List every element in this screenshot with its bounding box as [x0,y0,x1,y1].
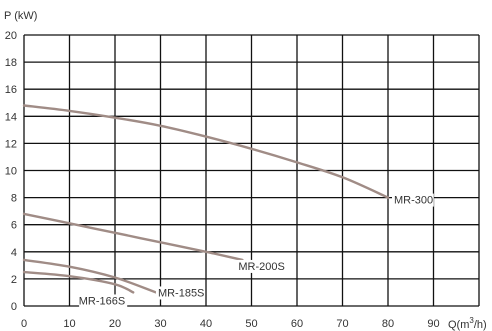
x-tick-label: 10 [63,318,75,330]
y-axis-label: P (kW) [4,10,37,22]
x-tick-label: 0 [21,318,27,330]
x-axis-label-main: Q(m [448,319,469,331]
x-tick-label: 30 [154,318,166,330]
y-tick-label: 18 [5,57,17,69]
chart-series-group [22,104,390,294]
x-axis-label-superscript: 3 [469,316,474,325]
series-label-background [236,259,285,273]
y-tick-label: 12 [5,138,17,150]
y-tick-label: 10 [5,166,17,178]
chart-tick-labels: 0 10 20 30 40 50 60 70 80 90 0 2 4 6 8 10 12 14 16 18 20 [5,30,440,330]
x-tick-label: 90 [427,318,439,330]
series-label-mr-300: MR-300 [394,195,433,207]
x-axis-label: Q(m3/h) [448,316,487,331]
x-tick-label: 70 [336,318,348,330]
y-tick-label: 14 [5,111,17,123]
y-tick-label: 0 [11,301,17,313]
y-tick-label: 2 [11,274,17,286]
y-tick-label: 4 [11,247,17,259]
series-line-mr-300 [22,104,390,199]
y-tick-label: 20 [5,30,17,42]
series-line-mr-185s [22,258,158,294]
x-axis-label-tail: /h) [474,319,487,331]
series-label-background [155,286,205,300]
series-label-mr-185s: MR-185S [158,287,204,299]
series-label-background [392,193,434,207]
x-tick-label: 20 [109,318,121,330]
y-tick-label: 6 [11,220,17,232]
series-line-mr-166s [22,270,135,294]
series-line-mr-200s [22,212,244,262]
x-tick-label: 50 [245,318,257,330]
y-tick-label: 8 [11,193,17,205]
x-tick-label: 60 [291,318,303,330]
x-tick-label: 40 [200,318,212,330]
x-tick-label: 80 [382,318,394,330]
y-tick-label: 16 [5,84,17,96]
chart-series-labels: MR-300 MR-200S MR-185S MR-166S [79,193,434,308]
series-label-background [79,294,128,308]
series-label-mr-200s: MR-200S [238,261,284,273]
series-label-mr-166s: MR-166S [79,295,125,307]
